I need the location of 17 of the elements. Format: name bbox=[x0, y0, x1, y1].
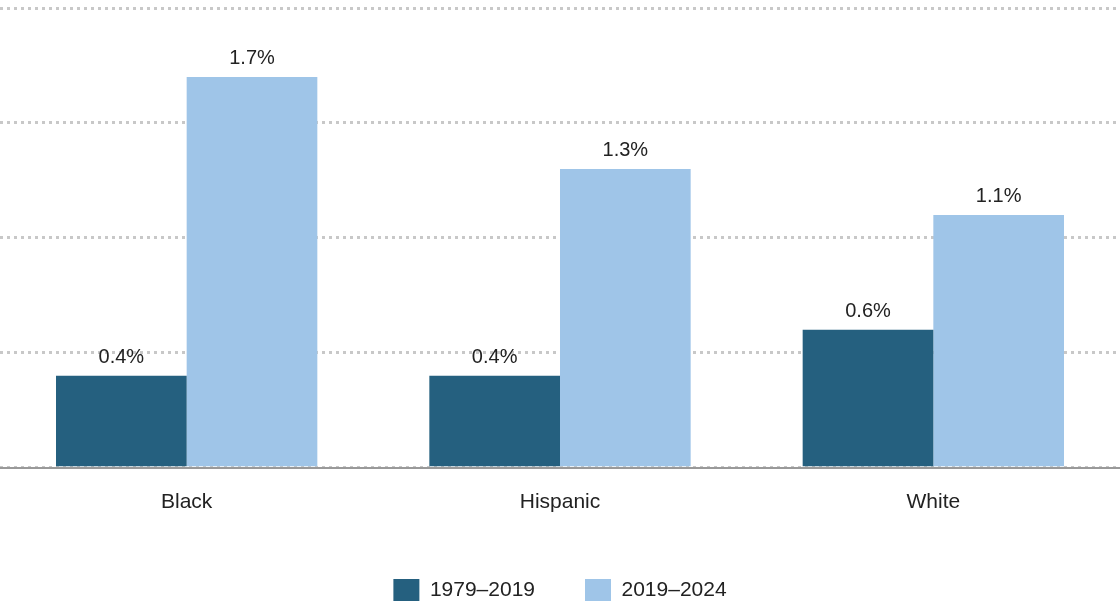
legend-label: 1979–2019 bbox=[429, 576, 536, 600]
data-label: 1.1% bbox=[975, 184, 1022, 207]
bar bbox=[56, 375, 187, 467]
x-tick-label: Hispanic bbox=[519, 489, 601, 513]
bar bbox=[429, 375, 560, 467]
bar bbox=[933, 214, 1064, 467]
data-label: 0.4% bbox=[471, 345, 518, 368]
data-label: 1.7% bbox=[229, 46, 276, 69]
bar bbox=[186, 76, 318, 467]
legend-label: 2019–2024 bbox=[621, 576, 727, 600]
data-label: 1.3% bbox=[602, 138, 649, 161]
x-tick-label: White bbox=[906, 489, 961, 513]
data-label: 0.4% bbox=[98, 345, 145, 368]
bar bbox=[560, 168, 691, 467]
data-label: 0.6% bbox=[845, 299, 892, 322]
bar bbox=[802, 329, 934, 467]
x-tick-label: Black bbox=[160, 489, 213, 513]
